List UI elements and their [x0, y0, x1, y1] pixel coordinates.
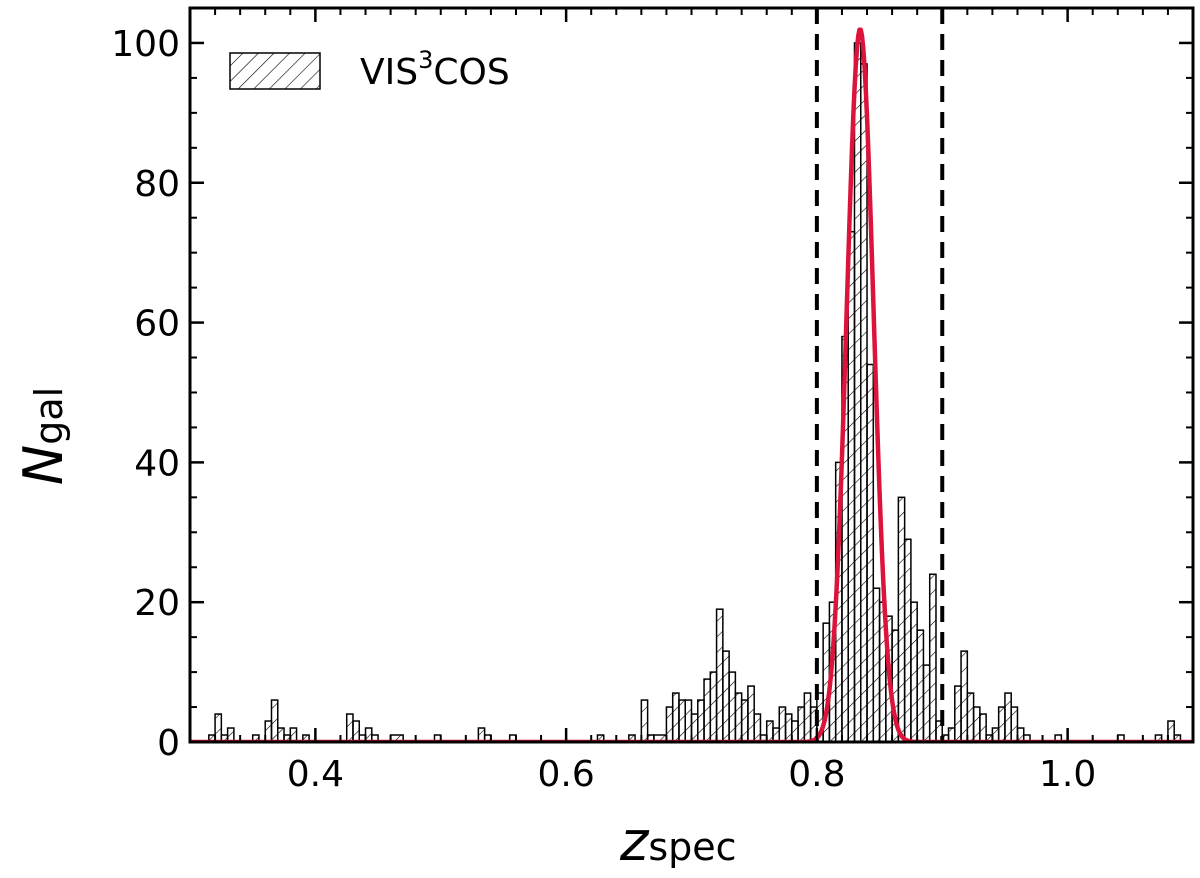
gaussian-fit-curve	[190, 27, 1193, 742]
histogram-bar	[1004, 692, 1012, 742]
histogram-bar	[728, 671, 737, 742]
histogram-bar	[747, 685, 755, 742]
histogram-bar	[972, 706, 981, 742]
gaussian-fit	[190, 27, 1193, 742]
x-tick-label: 0.4	[287, 754, 344, 795]
histogram-bar	[697, 699, 705, 742]
y-tick-label: 100	[111, 24, 180, 65]
histogram-bar	[997, 706, 1006, 742]
histogram-bar	[860, 63, 868, 742]
selection-lines	[814, 8, 945, 742]
x-tick-label: 0.8	[788, 754, 845, 795]
histogram-bar	[671, 692, 680, 742]
legend-swatch	[229, 52, 321, 90]
histogram-bar	[753, 713, 762, 742]
histogram-bars	[208, 42, 1182, 742]
histogram-bar	[345, 713, 354, 742]
histogram-bar	[922, 664, 931, 742]
histogram-bar	[715, 608, 724, 742]
x-tick-label: 1.0	[1039, 754, 1096, 795]
histogram-bar	[734, 692, 743, 742]
histogram-bar	[966, 692, 975, 742]
histogram-bar	[916, 629, 925, 742]
y-tick-label: 60	[134, 304, 180, 345]
histogram-bar	[928, 573, 937, 742]
axis-ticks: 0.4 0.6 0.8 1.0 0 20 40 60 80 100	[111, 8, 1193, 795]
histogram-bar	[797, 706, 806, 742]
histogram-bar	[722, 650, 730, 742]
histogram-bar	[847, 230, 856, 742]
y-tick-label: 20	[134, 583, 180, 624]
histogram-bar	[960, 650, 969, 742]
y-tick-label: 0	[157, 723, 180, 764]
histogram-bar	[352, 720, 361, 742]
histogram-bar	[703, 678, 712, 742]
legend: VIS3COS	[229, 46, 510, 93]
y-axis-title: Ngal	[12, 387, 75, 485]
histogram-bar	[954, 685, 962, 742]
histogram-bar	[866, 363, 875, 742]
x-tick-label: 0.6	[537, 754, 594, 795]
histogram-bar	[803, 692, 812, 742]
histogram-bar	[979, 713, 987, 742]
histogram-bar	[910, 601, 918, 742]
histogram-bar	[709, 671, 718, 742]
y-tick-label: 40	[134, 443, 180, 484]
plot-frame	[188, 6, 1195, 744]
histogram-bar	[778, 706, 787, 742]
histogram-bar	[903, 538, 912, 742]
x-axis-title: zspec	[619, 810, 737, 873]
histogram-bar	[678, 699, 686, 742]
y-tick-label: 80	[134, 164, 180, 205]
histogram-bar	[853, 42, 862, 742]
histogram-bar	[872, 587, 881, 742]
histogram-bar	[897, 496, 906, 742]
legend-label: VIS3COS	[360, 46, 510, 93]
histogram-bar	[270, 699, 279, 742]
